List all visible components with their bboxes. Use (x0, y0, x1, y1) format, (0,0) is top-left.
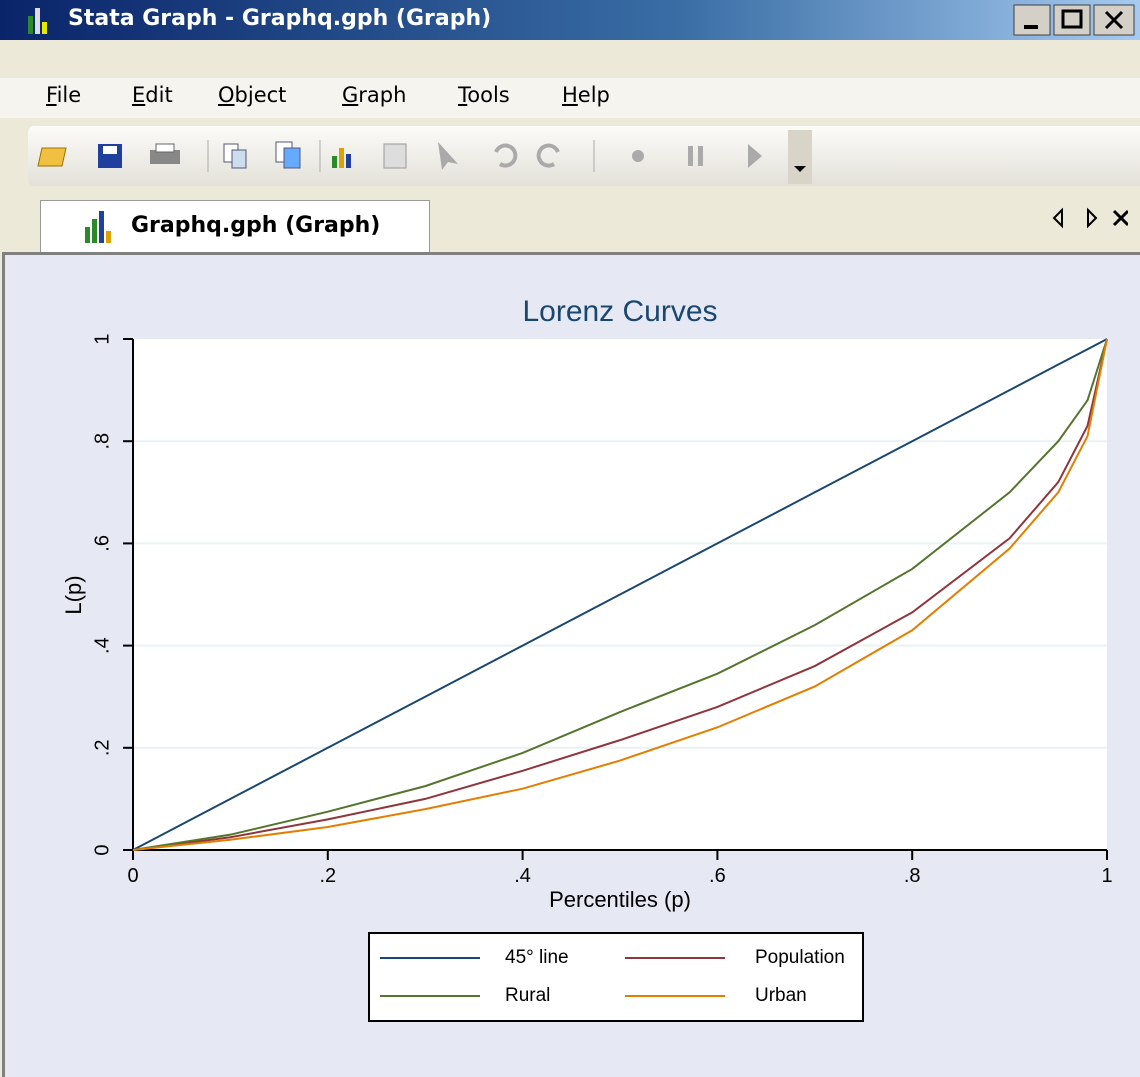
open-icon[interactable] (37, 147, 67, 167)
y-tick-label: 0 (91, 844, 113, 855)
legend-label: Urban (755, 985, 807, 1006)
menu-item[interactable]: Edit (132, 83, 173, 107)
tab-next[interactable] (1087, 207, 1098, 229)
document-tab[interactable]: Graphq.gph (Graph) (40, 200, 430, 253)
toolbar-icons (37, 130, 812, 184)
tab-prev[interactable] (1052, 207, 1063, 229)
x-tick-label: 0 (127, 865, 138, 887)
x-tick-label: 1 (1101, 865, 1112, 887)
tab-title: Graphq.gph (Graph) (131, 213, 381, 238)
legend-label: 45° line (505, 947, 569, 968)
tab-close[interactable] (1112, 209, 1128, 227)
window-title: Stata Graph - Graphq.gph (Graph) (68, 6, 492, 31)
copy-icon[interactable] (231, 149, 247, 169)
series-line (132, 338, 1108, 851)
menu-item[interactable]: Object (218, 83, 287, 107)
minimize-button[interactable] (1013, 4, 1051, 36)
series-line (132, 338, 1108, 851)
legend-label: Rural (505, 985, 550, 1006)
y-tick-label: .4 (91, 637, 113, 654)
app-icon (28, 8, 47, 34)
menu-bar: File Edit Object Graph Tools Help (0, 78, 1140, 118)
x-tick-label: .4 (514, 865, 531, 887)
series-line (132, 338, 1108, 851)
menu-item[interactable]: File (46, 83, 82, 107)
y-tick-label: .2 (91, 739, 113, 756)
y-axis-label: L(p) (61, 575, 86, 614)
chart-title: Lorenz Curves (522, 295, 717, 328)
title-bar: Stata Graph - Graphq.gph (Graph) (0, 0, 1140, 40)
toolbar (28, 126, 1140, 186)
window-controls (1013, 4, 1135, 36)
y-tick-label: 1 (91, 333, 113, 344)
print-icon[interactable] (150, 150, 180, 164)
tab-icon (85, 211, 111, 243)
menu-item[interactable]: Help (562, 83, 610, 107)
graph-editor-icon[interactable] (346, 154, 351, 168)
menu-item[interactable]: Tools (458, 83, 510, 107)
menu-item[interactable]: Graph (342, 83, 407, 107)
y-tick-label: .6 (91, 535, 113, 552)
x-axis-label: Percentiles (p) (549, 887, 691, 912)
legend-label: Population (755, 947, 845, 968)
x-tick-label: .6 (709, 865, 726, 887)
paste-icon[interactable] (283, 147, 301, 169)
x-tick-label: .8 (904, 865, 921, 887)
x-tick-label: .2 (319, 865, 336, 887)
y-tick-label: .8 (91, 433, 113, 450)
legend (368, 932, 864, 1022)
tab-controls (1052, 207, 1128, 229)
series-line (132, 338, 1108, 851)
